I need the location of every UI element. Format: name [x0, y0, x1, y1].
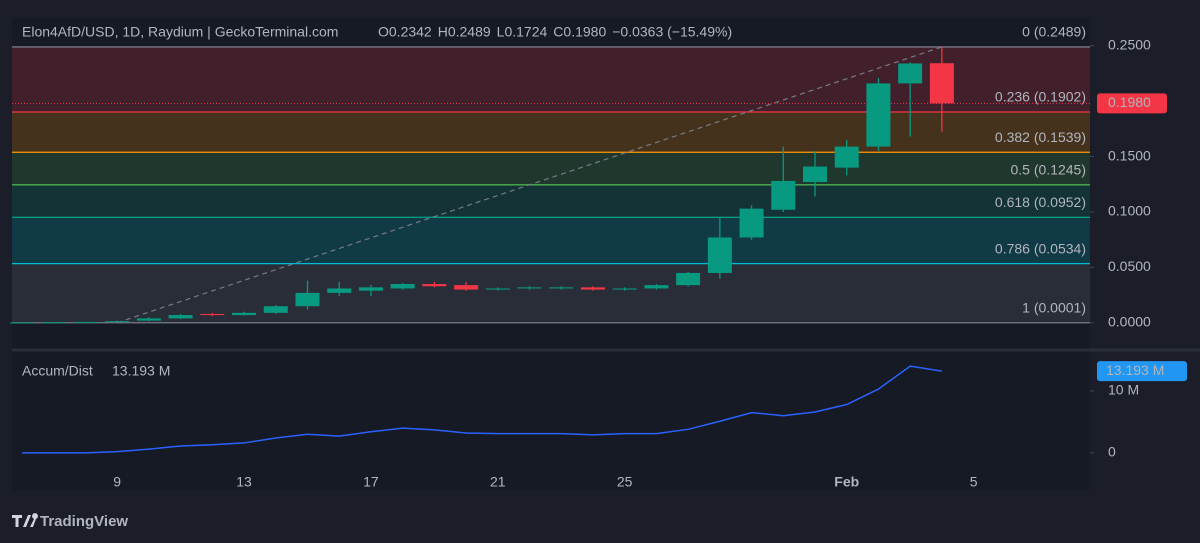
candle-body: [612, 288, 637, 290]
candle-body: [358, 287, 383, 291]
indicator-line: [22, 365, 942, 454]
candle-body: [676, 272, 701, 286]
fib-zone: [12, 152, 1090, 185]
candle-body: [580, 287, 605, 290]
x-tick-label: Feb: [834, 474, 859, 490]
ohlc-value: 0.2342: [389, 24, 432, 40]
ohlc-key: H: [438, 24, 448, 40]
ohlc-key: C: [553, 24, 563, 40]
last-price-label: 0.1980: [1108, 94, 1151, 110]
y-tick-label: 0: [1108, 444, 1116, 460]
ohlc-value: 0.1980: [563, 24, 606, 40]
candle-body: [41, 322, 66, 324]
candle-body: [390, 284, 415, 289]
logo: TradingView: [12, 513, 128, 530]
ohlc-value: 0.2489: [448, 24, 491, 40]
candle-body: [295, 292, 320, 307]
indicator-value: 13.193 M: [112, 363, 170, 379]
fib-label: 0.786 (0.0534): [995, 240, 1086, 256]
fib-label: 1 (0.0001): [1022, 299, 1086, 315]
ohlc-key: L: [497, 24, 505, 40]
fib-zone: [12, 184, 1090, 218]
candle-body: [549, 287, 574, 289]
fibonacci: 0 (0.2489) 0.236 (0.1902) 0.382 (0.1539) 0.…: [12, 24, 1090, 324]
candle-body: [232, 312, 257, 316]
candle-body: [739, 208, 764, 238]
brand: TradingView: [40, 513, 128, 530]
x-tick-label: 17: [363, 474, 379, 490]
ohlc: O 0.2342 H 0.2489 L 0.1724 C 0.1980 −0.0363 (−15…: [378, 24, 732, 40]
candle-body: [771, 180, 796, 210]
fib-label: 0.5 (0.1245): [1011, 162, 1087, 178]
fib-label: 0.382 (0.1539): [995, 129, 1086, 145]
fib-zone: [12, 46, 1090, 112]
candle-body: [263, 306, 288, 313]
logo-mark: [12, 513, 39, 527]
candle-body: [485, 288, 510, 290]
ohlc-key: O: [378, 24, 389, 40]
fib-label: 0 (0.2489): [1022, 24, 1086, 40]
fib-label: 0.618 (0.0952): [995, 194, 1086, 210]
candle-body: [834, 146, 859, 168]
y-tick-label: 0.2500: [1108, 36, 1151, 52]
candle-body: [517, 287, 542, 289]
last-price-box: [1097, 93, 1167, 114]
x-tick-label: 25: [617, 474, 633, 490]
candle-body: [73, 321, 98, 323]
candle-body: [10, 322, 34, 324]
main-pane: 0.0000 0.0500 0.1000 0.1500 0.2500 0.1980 0 10 …: [10, 36, 1187, 490]
x-tick-label: 21: [490, 474, 506, 490]
candle-body: [327, 288, 352, 293]
candle-body: [422, 284, 447, 287]
y-tick-label: 0.1500: [1108, 147, 1151, 163]
candle-body: [454, 285, 479, 290]
fib-zone: [12, 263, 1090, 323]
x-tick-label: 5: [970, 474, 978, 490]
y-tick-label: 10 M: [1108, 382, 1139, 398]
last-value-box: [1097, 361, 1187, 382]
x-tick-label: 9: [113, 474, 121, 490]
candle-body: [803, 166, 827, 183]
candle-body: [929, 63, 954, 104]
fib-trend-line: [116, 46, 943, 324]
fib-zone: [12, 111, 1090, 153]
candle-body: [644, 285, 669, 289]
y-tick-label: 0.1000: [1108, 203, 1151, 219]
fib-zone: [12, 217, 1090, 264]
change: −0.0363 (−15.49%): [612, 24, 732, 40]
indicator-title: Accum/Dist: [22, 363, 93, 379]
symbol: Elon4AfD/USD, 1D, Raydium | GeckoTermina…: [22, 24, 338, 40]
y-tick-label: 0.0000: [1108, 314, 1151, 330]
last-value-label: 13.193 M: [1106, 362, 1164, 378]
candle-body: [200, 313, 225, 316]
y-tick-label: 0.0500: [1108, 258, 1151, 274]
fib-label: 0.236 (0.1902): [995, 89, 1086, 105]
candle-body: [898, 63, 923, 84]
ohlc-value: 0.1724: [504, 24, 547, 40]
candle-body: [707, 237, 732, 273]
x-tick-label: 13: [236, 474, 252, 490]
candle-body: [136, 318, 161, 321]
candle-body: [168, 315, 193, 319]
candle-body: [866, 83, 891, 147]
candle-body: [105, 321, 130, 323]
